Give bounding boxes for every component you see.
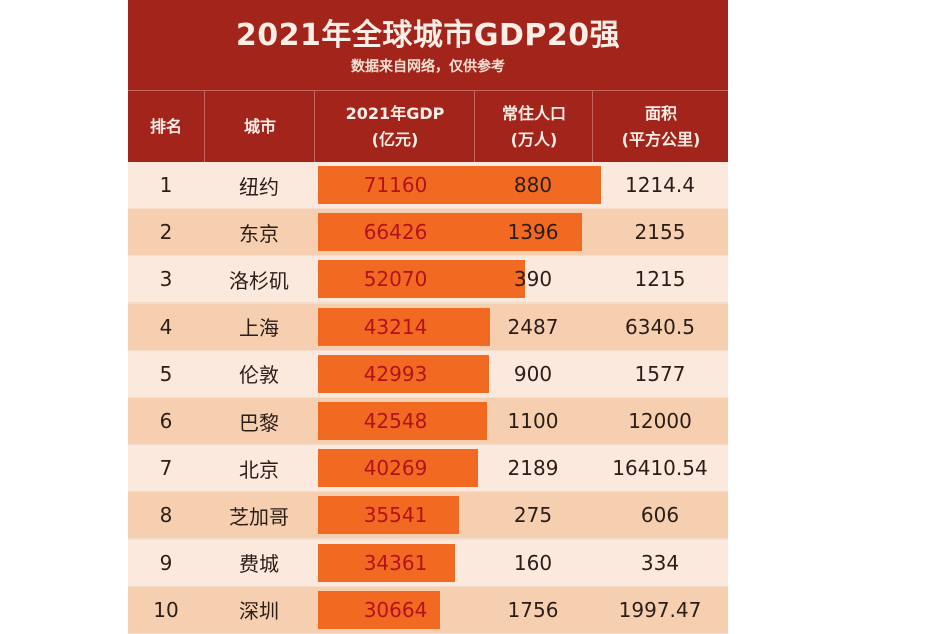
gdp-value: 40269 (363, 456, 428, 481)
city-cell: 东京 (239, 221, 279, 246)
column-header-label: 2021年GDP (345, 104, 445, 123)
area-cell: 16410.54 (612, 456, 708, 481)
area-cell: 1214.4 (625, 173, 695, 197)
gdp-bar (318, 496, 459, 535)
rank-cell: 9 (159, 550, 173, 575)
table-row: 6 巴黎 42548 1100 12000 (128, 398, 728, 444)
area-cell: 606 (640, 503, 680, 528)
column-header-gdp: 2021年GDP (亿元) (314, 91, 475, 163)
table-row: 9 费城 34361 160 334 (128, 539, 728, 586)
area-cell: 12000 (628, 409, 692, 433)
column-header-unit: (亿元) (371, 130, 419, 149)
gdp-value: 66426 (363, 220, 428, 245)
population-cell: 900 (513, 361, 553, 386)
gdp-value: 34361 (363, 550, 428, 575)
city-cell: 巴黎 (239, 410, 279, 435)
table-row: 5 伦敦 42993 900 1577 (128, 350, 728, 397)
table-row: 4 上海 43214 2487 6340.5 (128, 303, 728, 350)
table-row: 7 北京 40269 2189 16410.54 (128, 445, 728, 492)
table-row: 3 洛杉矶 52070 390 1215 (128, 256, 728, 303)
population-cell: 2487 (507, 314, 559, 339)
gdp-bar (318, 449, 478, 488)
city-cell: 洛杉矶 (229, 268, 289, 293)
column-header-area: 面积 (平方公里) (592, 91, 728, 163)
population-cell: 1396 (507, 220, 559, 245)
column-header-city: 城市 (204, 91, 315, 163)
area-cell: 334 (640, 550, 680, 575)
rank-cell: 1 (159, 173, 173, 197)
city-cell: 上海 (239, 316, 279, 341)
gdp-value: 35541 (363, 503, 428, 528)
population-cell: 1756 (507, 597, 559, 622)
rank-cell: 10 (153, 597, 179, 622)
column-header-unit: (平方公里) (621, 130, 701, 149)
ranking-card: 2021年全球城市GDP20强 数据来自网络，仅供参考 排名 城市 2021年G… (128, 0, 728, 634)
title-banner: 2021年全球城市GDP20强 数据来自网络，仅供参考 (128, 0, 728, 90)
area-cell: 1577 (634, 361, 686, 386)
table-row: 8 芝加哥 35541 275 606 (128, 492, 728, 539)
rank-cell: 6 (159, 409, 173, 433)
gdp-value: 42548 (363, 409, 428, 433)
city-cell: 芝加哥 (229, 504, 289, 529)
page-subtitle: 数据来自网络，仅供参考 (351, 59, 505, 75)
gdp-value: 71160 (363, 173, 428, 197)
population-cell: 880 (513, 173, 553, 197)
gdp-value: 42993 (363, 361, 428, 386)
column-header-label: 面积 (644, 104, 677, 123)
column-header-population: 常住人口 (万人) (474, 91, 593, 163)
table-row: 1 纽约 71160 880 1214.4 (128, 162, 728, 208)
area-cell: 6340.5 (625, 314, 695, 339)
table-row: 2 东京 66426 1396 2155 (128, 209, 728, 256)
column-header-rank: 排名 (128, 91, 204, 163)
city-cell: 深圳 (239, 599, 279, 624)
rank-cell: 7 (159, 456, 173, 481)
city-cell: 北京 (239, 457, 279, 482)
gdp-bar (318, 260, 525, 299)
gdp-value: 52070 (363, 267, 428, 292)
column-header-label: 常住人口 (501, 104, 566, 123)
page-title: 2021年全球城市GDP20强 (235, 18, 621, 53)
city-cell: 纽约 (239, 174, 279, 199)
rank-cell: 2 (159, 220, 173, 245)
population-cell: 2189 (507, 456, 559, 481)
area-cell: 1215 (634, 267, 686, 292)
rank-cell: 4 (159, 314, 173, 339)
gdp-bar (318, 354, 489, 393)
population-cell: 1100 (507, 409, 559, 433)
gdp-value: 43214 (363, 314, 428, 339)
gdp-bar (318, 590, 440, 629)
column-header-label: 城市 (243, 117, 276, 136)
population-cell: 390 (513, 267, 553, 292)
rank-cell: 8 (159, 503, 173, 528)
column-header-unit: (万人) (510, 130, 558, 149)
area-cell: 1997.47 (618, 597, 702, 622)
column-header-label: 排名 (149, 117, 182, 136)
table-header: 排名 城市 2021年GDP (亿元) 常住人口 (万人) 面积 (平方公里) (128, 90, 728, 163)
population-cell: 160 (513, 550, 553, 575)
gdp-bar (318, 166, 601, 204)
gdp-bar (318, 213, 582, 252)
city-cell: 费城 (239, 552, 279, 577)
population-cell: 275 (513, 503, 553, 528)
rank-cell: 3 (159, 267, 173, 292)
gdp-bar (318, 543, 455, 582)
table-row: 10 深圳 30664 1756 1997.47 (128, 586, 728, 633)
gdp-bar (318, 307, 490, 346)
rank-cell: 5 (159, 361, 173, 386)
city-cell: 伦敦 (239, 363, 279, 388)
gdp-value: 30664 (363, 597, 428, 622)
gdp-bar (318, 402, 487, 440)
area-cell: 2155 (634, 220, 686, 245)
